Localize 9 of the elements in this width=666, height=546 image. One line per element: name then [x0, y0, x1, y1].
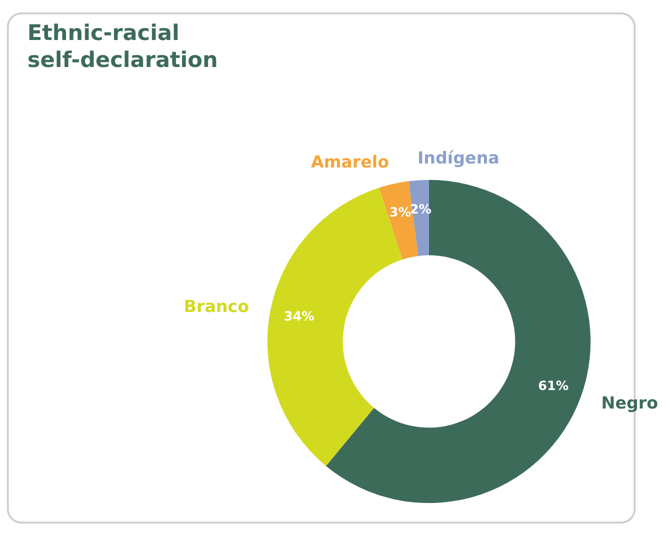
- slice-label: Indígena: [417, 148, 500, 168]
- donut-slice: [326, 180, 590, 503]
- slice-label: Amarelo: [310, 152, 390, 172]
- data-label: 61%: [538, 379, 569, 394]
- chart-title: Ethnic-racial self-declaration: [27, 20, 218, 74]
- data-label: 34%: [284, 310, 315, 325]
- data-label: 3%: [389, 205, 412, 220]
- slice-label: Branco: [184, 297, 250, 316]
- slice-label: Negro: [601, 393, 658, 412]
